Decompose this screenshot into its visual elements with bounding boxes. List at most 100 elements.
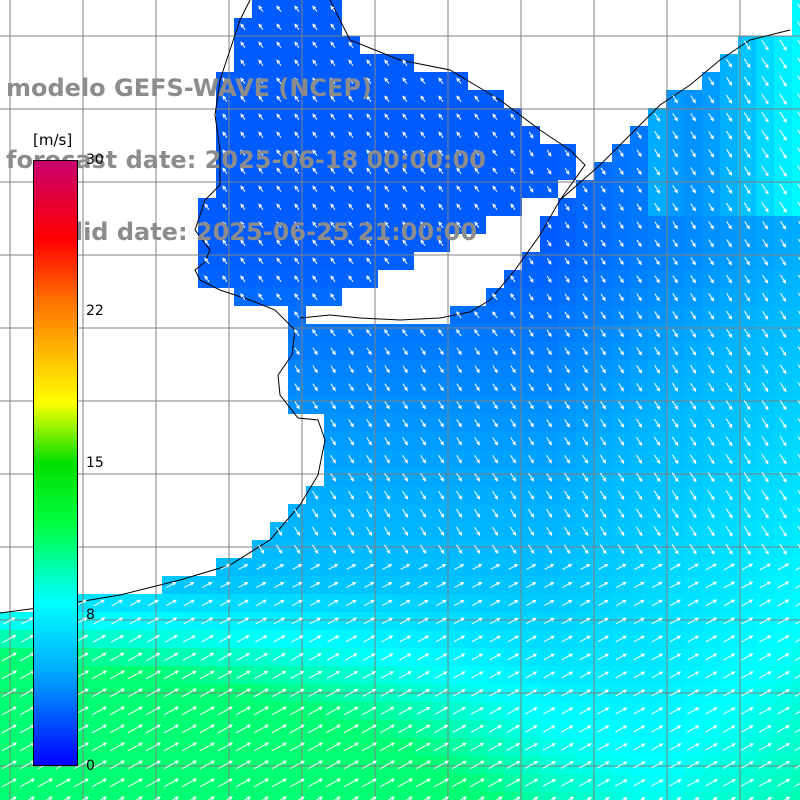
wind-cell xyxy=(72,792,90,800)
wind-arrow xyxy=(109,706,126,716)
wind-arrow xyxy=(651,581,663,589)
wind-arrow xyxy=(379,778,396,788)
wind-arrow xyxy=(330,419,336,428)
wind-arrow xyxy=(348,383,354,392)
wind-arrow xyxy=(492,185,498,193)
wind-arrow xyxy=(364,582,375,588)
wind-cell xyxy=(414,792,432,800)
wind-arrow xyxy=(744,274,751,284)
wind-arrow xyxy=(633,599,645,607)
wind-arrow xyxy=(452,724,467,733)
wind-cell xyxy=(792,594,800,612)
wind-arrow xyxy=(254,670,269,680)
wind-arrow xyxy=(222,77,228,85)
wind-arrow xyxy=(798,274,800,279)
wind-arrow xyxy=(560,779,575,787)
wind-arrow xyxy=(474,329,480,337)
wind-arrow xyxy=(470,725,485,733)
wind-arrow xyxy=(741,617,754,625)
wind-arrow xyxy=(672,400,679,410)
wind-arrow xyxy=(222,131,228,139)
wind-arrow xyxy=(567,797,575,800)
wind-arrow xyxy=(507,671,520,679)
wind-arrow xyxy=(258,293,264,301)
wind-arrow xyxy=(492,293,498,301)
wind-arrow xyxy=(258,149,264,157)
wind-arrow xyxy=(744,239,750,248)
wind-arrow xyxy=(690,275,696,284)
wind-arrow xyxy=(544,564,555,570)
wind-arrow xyxy=(163,706,180,716)
colorbar-tick-0: 0 xyxy=(86,758,95,774)
wind-arrow xyxy=(454,599,465,607)
wind-arrow xyxy=(654,364,661,374)
wind-arrow xyxy=(510,437,516,446)
wind-arrow xyxy=(545,544,553,555)
wind-arrow xyxy=(669,581,681,589)
wind-arrow xyxy=(294,167,300,175)
wind-arrow xyxy=(740,743,754,751)
wind-arrow xyxy=(797,129,800,135)
wind-arrow xyxy=(759,671,772,679)
wind-arrow xyxy=(420,329,426,337)
wind-arrow xyxy=(1,778,18,788)
wind-arrow xyxy=(618,311,624,320)
wind-arrow xyxy=(798,238,800,243)
wind-cell xyxy=(522,792,540,800)
wind-arrow xyxy=(654,257,660,266)
wind-arrow xyxy=(705,581,718,589)
wind-arrow xyxy=(582,490,589,500)
wind-arrow xyxy=(528,419,534,428)
wind-arrow xyxy=(327,617,340,625)
wind-arrow xyxy=(564,508,571,518)
wind-arrow xyxy=(294,526,301,536)
wind-arrow xyxy=(438,221,444,229)
wind-arrow xyxy=(222,221,228,229)
wind-cell xyxy=(792,234,800,252)
wind-arrow xyxy=(276,167,282,175)
wind-arrow xyxy=(258,113,264,121)
wind-arrow xyxy=(258,221,264,229)
wind-arrow xyxy=(99,796,108,800)
wind-arrow xyxy=(294,275,300,283)
wind-arrow xyxy=(199,688,216,698)
wind-arrow xyxy=(582,401,588,410)
wind-arrow xyxy=(705,707,718,715)
wind-arrow xyxy=(384,490,391,500)
wind-arrow xyxy=(672,113,678,122)
wind-arrow xyxy=(346,564,357,570)
wind-arrow xyxy=(240,59,246,67)
wind-arrow xyxy=(635,472,643,483)
wind-arrow xyxy=(235,688,252,698)
wind-arrow xyxy=(438,455,444,464)
wind-arrow xyxy=(420,490,427,500)
wind-arrow xyxy=(166,581,177,588)
wind-arrow xyxy=(725,364,733,375)
wind-arrow xyxy=(615,743,628,751)
wind-arrow xyxy=(615,617,627,625)
wind-arrow xyxy=(292,564,303,570)
wind-arrow xyxy=(384,472,391,482)
wind-cell xyxy=(324,792,342,800)
wind-arrow xyxy=(510,490,517,500)
wind-arrow xyxy=(362,671,377,679)
wind-arrow xyxy=(705,563,718,571)
wind-arrow xyxy=(762,310,769,320)
wind-arrow xyxy=(438,95,444,103)
wind-arrow xyxy=(708,239,714,248)
wind-arrow xyxy=(635,454,643,465)
wind-arrow xyxy=(510,293,516,301)
wind-arrow xyxy=(651,617,664,625)
wind-arrow xyxy=(528,365,534,374)
wind-arrow xyxy=(1,742,18,752)
wind-arrow xyxy=(687,635,700,643)
wind-cell xyxy=(504,792,522,800)
wind-arrow xyxy=(312,41,318,49)
wind-cell xyxy=(54,792,72,800)
wind-arrow xyxy=(289,778,306,788)
wind-arrow xyxy=(312,383,318,392)
wind-arrow xyxy=(258,257,264,265)
wind-arrow xyxy=(220,564,231,570)
wind-arrow xyxy=(145,724,162,734)
wind-arrow xyxy=(510,472,517,482)
